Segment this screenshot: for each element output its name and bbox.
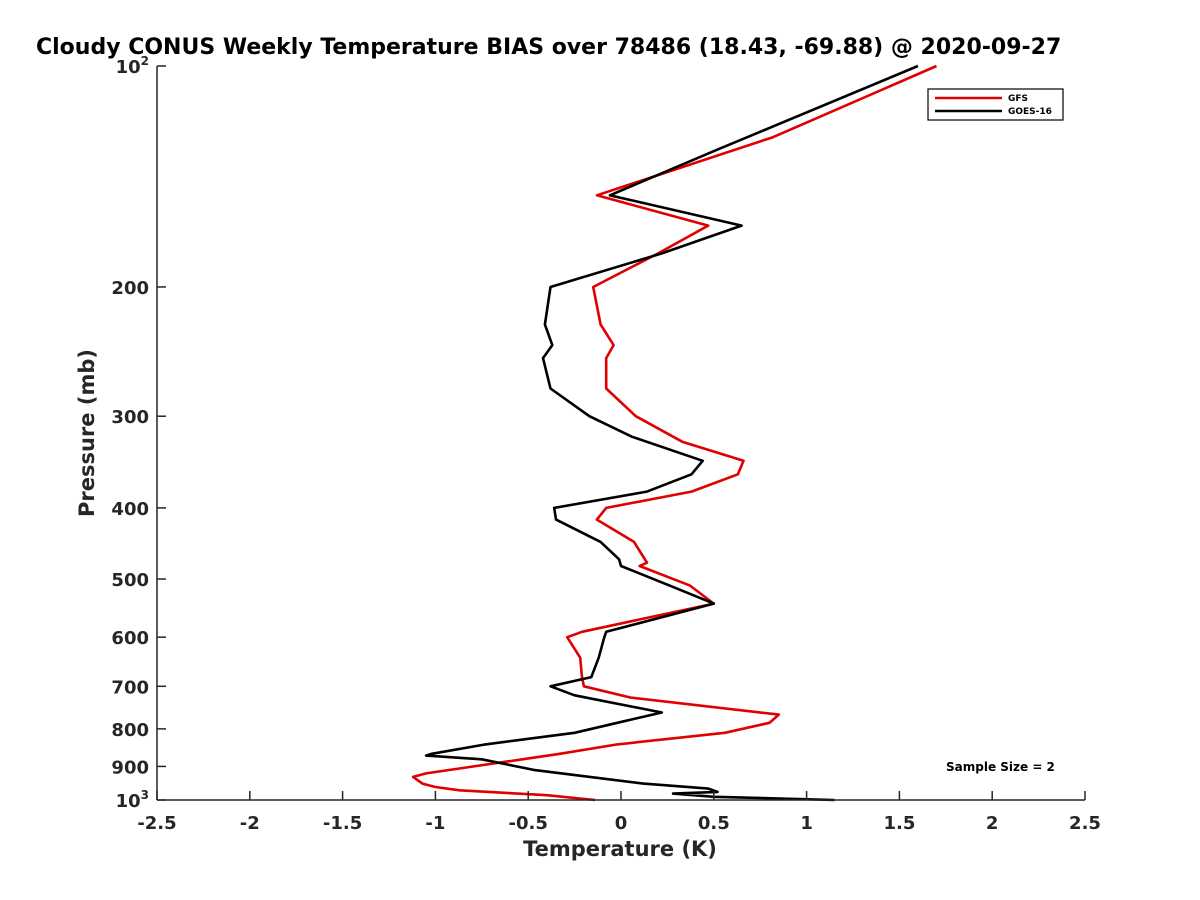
y-tick-label: 500 xyxy=(111,570,149,591)
y-tick-label: 900 xyxy=(111,757,149,778)
y-tick-label: 102 xyxy=(116,54,149,78)
plot-area xyxy=(411,64,938,802)
chart-title: Cloudy CONUS Weekly Temperature BIAS ove… xyxy=(36,35,1061,60)
x-tick-label: 1 xyxy=(800,813,813,834)
x-tick-label: 2 xyxy=(986,813,999,834)
y-axis-label: Pressure (mb) xyxy=(75,349,99,517)
x-tick-label: 2.5 xyxy=(1069,813,1101,834)
x-axis-label: Temperature (K) xyxy=(523,837,717,861)
y-tick-label: 200 xyxy=(111,278,149,299)
legend: GFS GOES-16 xyxy=(927,88,1064,121)
x-tick-label: 0 xyxy=(615,813,628,834)
y-tick-label: 600 xyxy=(111,628,149,649)
y-tick-label: 300 xyxy=(111,407,149,428)
y-tick-label: 800 xyxy=(111,720,149,741)
axes: -2.5 -2 -1.5 -1 -0.5 0 0.5 1 1.5 2 2.5 102 200 300 400… xyxy=(111,54,1101,834)
y-tick-label: 103 xyxy=(116,788,149,812)
x-tick-label: -1 xyxy=(425,813,445,834)
x-tick-label: -2 xyxy=(240,813,260,834)
series-line-goes-16 xyxy=(424,64,919,802)
x-tick-label: 1.5 xyxy=(883,813,915,834)
legend-box xyxy=(927,88,1064,121)
x-tick-label: -2.5 xyxy=(137,813,176,834)
x-tick-label: -0.5 xyxy=(509,813,548,834)
legend-label-goes-16: GOES-16 xyxy=(1008,107,1052,117)
legend-label-gfs: GFS xyxy=(1008,94,1028,104)
y-tick-label: 700 xyxy=(111,677,149,698)
y-tick-label: 400 xyxy=(111,499,149,520)
x-tick-label: 0.5 xyxy=(698,813,730,834)
series-line-gfs xyxy=(411,64,938,802)
x-tick-label: -1.5 xyxy=(323,813,362,834)
sample-size-annotation: Sample Size = 2 xyxy=(946,760,1055,774)
